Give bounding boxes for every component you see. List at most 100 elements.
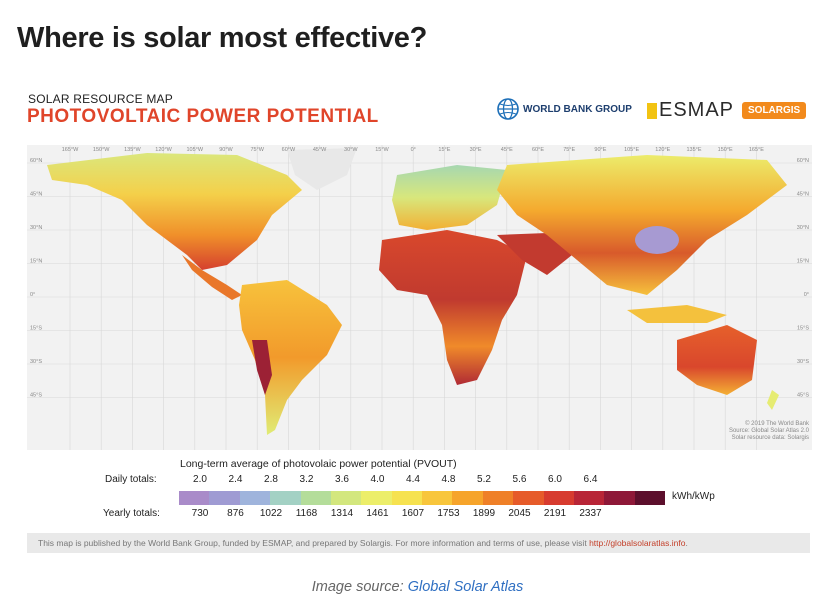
longitude-label: 30°W (344, 147, 358, 153)
latitude-label: 15°N (797, 259, 809, 265)
copyright-line: © 2019 The World Bank (745, 421, 809, 427)
longitude-label: 75°W (250, 147, 264, 153)
image-caption: Image source: Global Solar Atlas (0, 579, 835, 595)
longitude-label: 105°E (624, 147, 639, 153)
yearly-total-value: 1314 (330, 508, 354, 519)
daily-total-value: 5.6 (512, 474, 527, 485)
yearly-total-value: 1753 (437, 508, 460, 519)
esmap-label: ESMAP (659, 99, 735, 121)
footer-text: This map is published by the World Bank … (38, 538, 590, 548)
daily-total-value: 2.8 (264, 474, 278, 485)
latitude-label: 45°N (30, 192, 42, 198)
daily-totals-label: Daily totals: (105, 474, 157, 485)
longitude-label: 105°W (187, 147, 204, 153)
latitude-label: 45°S (797, 393, 809, 399)
longitude-label: 30°E (470, 147, 482, 153)
daily-total-value: 4.8 (441, 474, 456, 485)
solargis-logo: SOLARGIS (742, 102, 807, 119)
yearly-total-value: 730 (191, 508, 209, 519)
longitude-label: 90°W (219, 147, 233, 153)
colorbar-swatch (604, 491, 635, 505)
yearly-total-value: 1168 (295, 508, 318, 519)
longitude-label: 135°W (124, 147, 141, 153)
yearly-total-value: 1607 (401, 508, 425, 519)
colorbar-swatch (361, 491, 392, 505)
yearly-total-value: 2045 (508, 508, 531, 519)
longitude-label: 135°E (686, 147, 701, 153)
colorbar-swatch (300, 491, 331, 505)
globe-icon (497, 98, 519, 120)
daily-total-value: 6.4 (583, 474, 598, 485)
daily-total-value: 6.0 (548, 474, 562, 485)
longitude-label: 45°W (313, 147, 327, 153)
copyright-line: Solar resource data: Solargis (731, 435, 809, 441)
yearly-total-value: 1899 (472, 508, 496, 519)
map-title: PHOTOVOLTAIC POWER POTENTIAL (27, 106, 379, 127)
yearly-total-value: 876 (227, 508, 244, 519)
latitude-label: 0° (804, 292, 809, 298)
latitude-label: 60°N (797, 158, 809, 164)
caption-link[interactable]: Global Solar Atlas (407, 579, 524, 595)
daily-total-value: 3.6 (335, 474, 349, 485)
daily-total-value: 4.4 (406, 474, 420, 485)
colorbar-swatch (179, 491, 210, 505)
longitude-label: 120°W (155, 147, 172, 153)
page-heading: Where is solar most effective? (17, 22, 428, 54)
latitude-label: 15°N (30, 259, 42, 265)
footer-link[interactable]: http://globalsolaratlas.info (589, 538, 686, 548)
latitude-label: 30°N (30, 225, 42, 231)
latitude-label: 60°N (30, 158, 42, 164)
colorbar-swatch (634, 491, 665, 505)
legend-unit: kWh/kWp (672, 491, 715, 502)
longitude-label: 60°E (532, 147, 544, 153)
esmap-logo: ESMAP (647, 99, 734, 122)
copyright-line: Source: Global Solar Atlas 2.0 (728, 428, 809, 434)
longitude-label: 150°E (718, 147, 733, 153)
colorbar-swatch (239, 491, 271, 505)
colorbar-swatch (543, 491, 574, 505)
world-bank-logo: WORLD BANK GROUP (497, 98, 632, 120)
longitude-label: 75°E (563, 147, 575, 153)
longitude-label: 165°W (62, 147, 79, 153)
colorbar-swatch (452, 491, 483, 505)
latitude-label: 0° (30, 292, 35, 298)
daily-total-value: 2.4 (228, 474, 243, 485)
yearly-total-value: 1022 (259, 508, 283, 519)
latitude-label: 45°S (30, 393, 42, 399)
colorbar-swatch (330, 491, 362, 505)
yearly-total-value: 2191 (543, 508, 567, 519)
latitude-label: 15°S (30, 326, 42, 332)
latitude-label: 30°S (30, 359, 42, 365)
colorbar-swatch (513, 491, 544, 505)
colorbar-swatch (209, 491, 240, 505)
daily-total-value: 4.0 (370, 474, 385, 485)
map-footer: This map is published by the World Bank … (27, 533, 810, 553)
world-solar-map: 165°W 150°W 135°W 120°W 105°W 90°W 75°W 60°W 45°… (27, 145, 812, 450)
caption-prefix: Image source: (311, 579, 408, 595)
longitude-label: 120°E (655, 147, 670, 153)
yearly-total-value: 1461 (366, 508, 389, 519)
latitude-label: 30°S (797, 359, 809, 365)
longitude-label: 45°E (501, 147, 513, 153)
yearly-total-value: 2337 (579, 508, 602, 519)
colorbar-swatch (422, 491, 453, 505)
footer-end: . (685, 538, 688, 548)
daily-total-value: 2.0 (193, 474, 207, 485)
map-subtitle: SOLAR RESOURCE MAP (28, 92, 173, 106)
pvout-colorbar (179, 491, 665, 505)
yearly-totals-label: Yearly totals: (103, 508, 160, 519)
longitude-label: 15°W (375, 147, 389, 153)
longitude-label: 150°W (93, 147, 110, 153)
longitude-label: 0° (411, 147, 416, 153)
colorbar-swatch (391, 491, 422, 505)
longitude-label: 60°W (282, 147, 296, 153)
longitude-label: 90°E (594, 147, 606, 153)
colorbar-swatch (573, 491, 605, 505)
daily-total-value: 3.2 (299, 474, 314, 485)
longitude-label: 15°E (438, 147, 450, 153)
legend-heading: Long-term average of photovolaic power p… (180, 458, 457, 470)
map-copyright: © 2019 The World Bank Source: Global Sol… (712, 421, 809, 442)
latitude-label: 45°N (797, 192, 809, 198)
longitude-label: 165°E (749, 147, 764, 153)
esmap-mark-icon (647, 102, 657, 119)
